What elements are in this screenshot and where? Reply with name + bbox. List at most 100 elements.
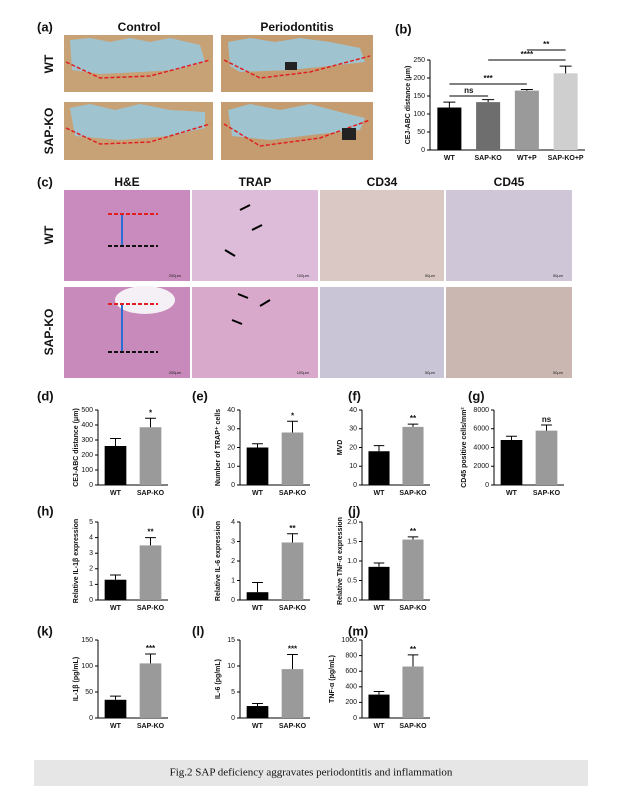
y-tick-label: 50	[85, 689, 93, 696]
y-tick-label: 30	[349, 426, 357, 433]
y-tick-label: 800	[345, 652, 357, 659]
x-tick-label: WT	[444, 155, 456, 162]
column-header: CD34	[367, 175, 398, 189]
micrographs-a	[64, 35, 373, 160]
panel-label: (d)	[37, 388, 54, 403]
scale-bar-label: 50μm	[425, 273, 436, 278]
panel-label: (l)	[192, 623, 204, 638]
y-tick-label: 20	[227, 444, 235, 451]
y-axis-title: CD45 positive cells/mm²	[461, 407, 468, 488]
error-bar	[287, 533, 298, 543]
x-tick-label: SAP-KO	[399, 605, 427, 612]
micrograph	[192, 287, 318, 378]
error-bar	[110, 695, 121, 700]
scale-bar-label: 50μm	[553, 273, 564, 278]
y-tick-label: 20	[349, 444, 357, 451]
y-tick-label: 150	[413, 93, 425, 100]
y-tick-label: 2	[231, 558, 235, 565]
y-axis-title: IL-1β (pg/mL)	[73, 657, 80, 701]
x-tick-label: WT	[252, 723, 264, 730]
y-tick-label: 0.0	[347, 597, 357, 604]
y-tick-label: 2000	[473, 463, 489, 470]
y-tick-label: 0	[89, 715, 93, 722]
panel-label: (k)	[37, 623, 53, 638]
y-axis-title: IL-6 (pg/mL)	[215, 659, 222, 699]
y-tick-label: 2	[89, 566, 93, 573]
error-bar	[373, 562, 385, 567]
y-tick-label: 10	[227, 463, 235, 470]
error-bar	[287, 654, 298, 670]
y-tick-label: 500	[81, 407, 93, 414]
error-bar	[110, 438, 121, 446]
y-tick-label: 0	[231, 597, 235, 604]
scale-bar-label: 100μm	[297, 273, 310, 278]
error-bar	[407, 423, 419, 427]
error-bar	[252, 581, 263, 593]
bar	[281, 542, 304, 600]
y-tick-label: 0	[231, 715, 235, 722]
panel-label: (e)	[192, 388, 208, 403]
y-tick-label: 10	[349, 463, 357, 470]
y-tick-label: 150	[81, 637, 93, 644]
panel-label: (m)	[348, 623, 368, 638]
micrograph	[320, 190, 444, 281]
micrograph	[320, 287, 444, 378]
y-tick-label: 50	[417, 129, 425, 136]
significance-label: ****	[521, 50, 534, 59]
error-bar	[520, 89, 533, 91]
x-tick-label: SAP-KO	[399, 490, 427, 497]
micrograph	[446, 287, 572, 378]
y-tick-label: 600	[345, 668, 357, 675]
x-tick-label: WT	[252, 605, 264, 612]
y-tick-label: 5	[231, 689, 235, 696]
y-tick-label: 0	[89, 482, 93, 489]
panel-label: (b)	[395, 21, 412, 36]
y-axis-title: TNF-α (pg/mL)	[329, 655, 336, 703]
bar	[139, 545, 162, 600]
significance-label: **	[289, 524, 296, 533]
y-tick-label: 40	[227, 407, 235, 414]
y-axis-title: CEJ-ABC distance (μm)	[73, 408, 80, 487]
y-tick-label: 8000	[473, 407, 489, 414]
scale-bar-label: 200μm	[169, 273, 182, 278]
bar	[402, 539, 424, 600]
scale-bar-label: 200μm	[169, 370, 182, 375]
error-bar	[252, 443, 263, 448]
y-tick-label: 0	[231, 482, 235, 489]
row-header: SAP-KO	[42, 309, 56, 356]
y-axis-title: CEJ-ABC distance (μm)	[405, 66, 412, 145]
y-tick-label: 4	[89, 534, 93, 541]
y-axis-title: MVD	[337, 440, 344, 456]
x-tick-label: SAP-KO	[475, 155, 503, 162]
bar	[402, 666, 424, 718]
bar	[246, 447, 269, 485]
y-tick-label: 1.5	[347, 538, 357, 545]
y-axis-title: Relative TNF-α expression	[337, 517, 344, 605]
y-tick-label: 200	[81, 452, 93, 459]
bar	[553, 73, 578, 150]
x-tick-label: WT	[252, 490, 264, 497]
column-header: CD45	[494, 175, 525, 189]
bar	[368, 566, 390, 600]
micrograph	[64, 35, 213, 92]
error-bar	[145, 653, 156, 664]
y-tick-label: 0	[353, 482, 357, 489]
error-bar	[407, 654, 419, 667]
micrograph	[221, 35, 373, 92]
error-bar	[145, 537, 156, 546]
y-tick-label: 15	[227, 637, 235, 644]
x-tick-label: WT	[110, 723, 122, 730]
bar	[476, 102, 501, 150]
x-tick-label: WT	[506, 490, 518, 497]
x-tick-label: SAP-KO+P	[548, 155, 584, 162]
bar	[437, 107, 462, 150]
panel-label: (f)	[348, 388, 361, 403]
y-tick-label: 4	[231, 519, 235, 526]
bar	[368, 451, 390, 485]
micrograph	[446, 190, 572, 281]
y-tick-label: 1.0	[347, 558, 357, 565]
scale-bar-label: 50μm	[425, 370, 436, 375]
y-tick-label: 10	[227, 663, 235, 670]
y-tick-label: 100	[81, 467, 93, 474]
bar	[514, 90, 539, 150]
